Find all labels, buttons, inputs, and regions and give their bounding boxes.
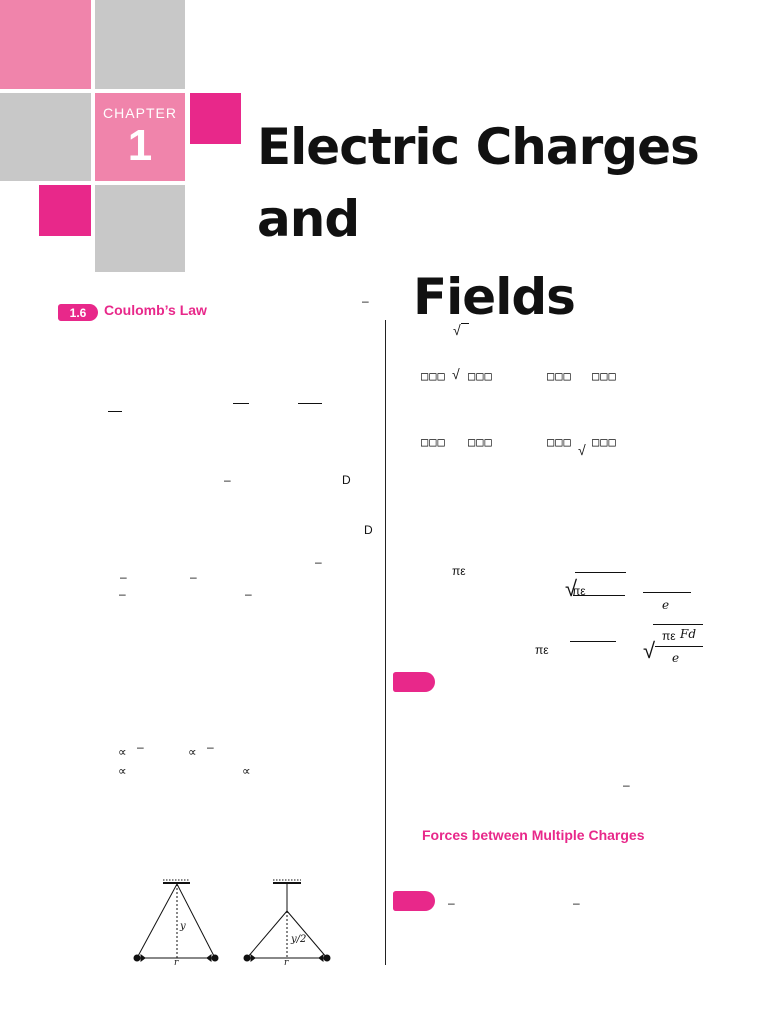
figure-label-y: y [180, 921, 186, 932]
root-bar [575, 572, 626, 573]
pi-epsilon: πε [662, 629, 676, 643]
fraction-bar [108, 411, 122, 412]
left-dash-mark: – [120, 570, 127, 584]
root-symbol: √ [452, 366, 460, 382]
chapter-title-line1: Electric Charges [257, 118, 700, 176]
deco-square-gray-left [0, 93, 91, 181]
chapter-word: CHAPTER [103, 105, 177, 121]
option-a-boxes: □□□ [468, 369, 493, 383]
left-dash-mark: – [362, 294, 369, 308]
root-bar [461, 323, 469, 324]
pi-epsilon: πε [452, 564, 466, 578]
figure-left [133, 879, 219, 962]
option-d-boxes: □□□ [592, 435, 617, 449]
deco-square-gray-top [95, 0, 185, 89]
left-dash-mark: – [207, 740, 214, 754]
section-number-badge: 1.6 [58, 304, 98, 321]
option-d-boxes: □□□ [547, 435, 572, 449]
left-d-mark: D [364, 523, 373, 537]
left-dash-mark: – [190, 570, 197, 584]
figure-right [243, 879, 331, 962]
root-symbol: √ [565, 576, 578, 601]
deco-square-magenta-bottom [39, 185, 91, 236]
option-b-boxes: □□□ [592, 369, 617, 383]
example-pill-2 [393, 891, 435, 911]
root-symbol: √ [643, 638, 656, 663]
hanging-charges-figure [133, 879, 331, 962]
pi-epsilon: πε [572, 584, 586, 598]
option-a-boxes: □□□ [421, 369, 446, 383]
root-symbol: √ [578, 442, 586, 458]
chapter-number: 1 [127, 121, 153, 170]
left-dash-mark: – [245, 587, 252, 601]
proportional-symbol: ∝ [188, 745, 197, 759]
deco-square-pink-top [0, 0, 91, 89]
chapter-title-line3: Fields [413, 268, 576, 326]
fraction-bar [655, 646, 703, 647]
pi-epsilon: πε [535, 643, 549, 657]
right-dash-mark: – [448, 896, 455, 910]
root-bar [653, 624, 703, 625]
proportional-symbol: ∝ [118, 745, 127, 759]
fraction-bar [233, 403, 249, 404]
chapter-badge: CHAPTER 1 [95, 93, 185, 181]
right-dash-mark: – [573, 896, 580, 910]
force-distance: Fd [680, 627, 697, 641]
fraction-bar [570, 641, 616, 642]
root-symbol: √ [453, 322, 461, 338]
deco-square-gray-bottom [95, 185, 185, 272]
left-dash-mark: – [315, 555, 322, 569]
chapter-title-line2: and [257, 190, 360, 248]
option-c-boxes: □□□ [468, 435, 493, 449]
example-pill-1 [393, 672, 435, 692]
figure-label-r: r [284, 958, 289, 968]
deco-square-magenta-right [190, 93, 241, 144]
subsection-title: Forces between Multiple Charges [422, 827, 645, 843]
fraction-bar [573, 595, 625, 596]
fraction-bar [643, 592, 691, 593]
fraction-bar [298, 403, 322, 404]
left-d-mark: D [342, 473, 351, 487]
proportional-symbol: ∝ [242, 764, 251, 778]
left-dash-mark: – [137, 740, 144, 754]
right-dash-mark: – [623, 778, 630, 792]
option-b-boxes: □□□ [547, 369, 572, 383]
section-title: Coulomb’s Law [104, 302, 207, 318]
figure-label-r: r [174, 958, 179, 968]
proportional-symbol: ∝ [118, 764, 127, 778]
column-divider [385, 320, 386, 965]
left-dash-mark: – [119, 587, 126, 601]
left-dash-mark: – [224, 473, 231, 487]
electron-charge: e [662, 598, 670, 612]
electron-charge: e [672, 651, 680, 665]
figure-label-y2: y/2 [291, 934, 307, 945]
option-c-boxes: □□□ [421, 435, 446, 449]
